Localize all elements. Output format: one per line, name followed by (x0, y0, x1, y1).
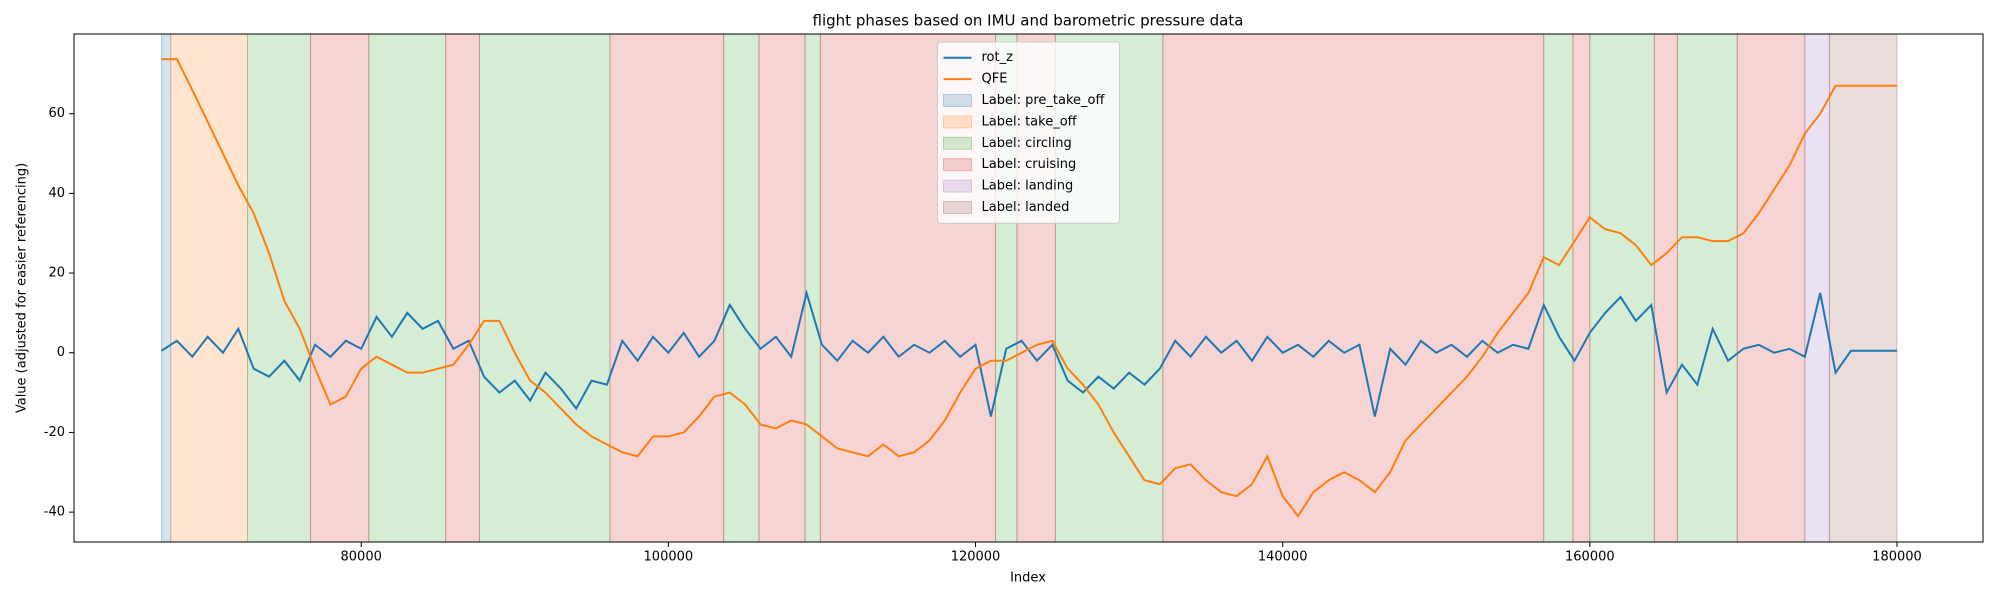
legend-box (937, 41, 1120, 224)
phase-span (1543, 33, 1574, 543)
phase-span (609, 33, 725, 543)
phase-span (170, 33, 249, 543)
phase-span (758, 33, 806, 543)
x-tick-label: 140000 (1258, 550, 1308, 565)
y-tick-label: -40 (44, 505, 65, 520)
y-tick-label: -20 (44, 425, 65, 440)
phase-span (310, 33, 370, 543)
legend-label: rot_z (982, 50, 1014, 65)
phase-span (1162, 33, 1545, 543)
legend-label: Label: landing (982, 179, 1074, 194)
phase-span (445, 33, 480, 543)
x-tick-label: 160000 (1565, 550, 1615, 565)
legend-label: Label: pre_take_off (982, 93, 1106, 108)
legend-label: Label: circling (982, 136, 1072, 151)
legend-label: Label: landed (982, 200, 1070, 215)
phase-span (161, 33, 172, 543)
legend-label: Label: cruising (982, 157, 1077, 172)
legend-swatch (943, 94, 972, 107)
x-tick-label: 180000 (1872, 550, 1922, 565)
phase-span (368, 33, 447, 543)
series-line (160, 289, 1897, 417)
x-tick-label: 100000 (644, 550, 694, 565)
legend-label: QFE (982, 72, 1008, 87)
legend-swatch (943, 201, 972, 214)
phase-span (1736, 33, 1806, 543)
phase-span (1589, 33, 1655, 543)
legend-swatch (943, 179, 972, 193)
phase-span (804, 33, 821, 543)
phase-span (478, 33, 611, 543)
phase-span (1804, 33, 1830, 543)
legend-swatch (943, 158, 972, 172)
x-tick-label: 80000 (341, 550, 382, 565)
legend-swatch (943, 136, 972, 150)
plot-frame (73, 33, 1984, 543)
legend-swatch (943, 115, 972, 129)
phase-span (1676, 33, 1738, 543)
y-tick-label: 40 (48, 186, 65, 201)
phase-span (1828, 33, 1898, 543)
phase-span (247, 33, 312, 543)
x-tick-label: 120000 (951, 550, 1001, 565)
y-tick-label: 60 (48, 106, 65, 121)
phase-span (723, 33, 760, 543)
y-axis-label: Value (adjusted for easier referencing) (15, 163, 30, 413)
series-line (161, 58, 1897, 518)
chart-title: flight phases based on IMU and barometri… (813, 12, 1244, 30)
phase-span (1572, 33, 1591, 543)
phase-span (1653, 33, 1678, 543)
x-axis-label: Index (1010, 571, 1046, 586)
legend-label: Label: take_off (982, 114, 1078, 129)
y-tick-label: 20 (48, 266, 65, 281)
y-tick-label: 0 (57, 345, 65, 360)
